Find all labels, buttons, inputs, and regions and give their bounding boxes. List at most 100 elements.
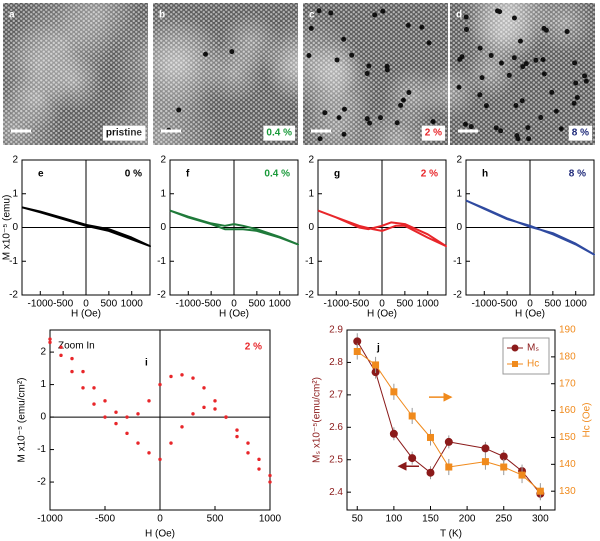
data-line [317,209,447,248]
vacancy [513,103,519,109]
x-axis-label: H (Oe) [219,309,249,320]
y-tick-label: 0 [40,412,46,423]
y-tick-label: -2 [37,477,46,488]
y2-tick-label: 190 [559,325,576,336]
data-point [389,429,398,438]
data-point [158,382,162,387]
x-tick-label: -1000 [323,299,349,310]
x-tick-label: -500 [95,514,115,525]
legend-label: Hc [527,359,539,370]
micrograph: 2 % [261,3,448,176]
data-point [81,369,85,374]
x-tick-label: 0 [527,299,533,310]
y-tick-label: 2.5 [329,454,343,465]
y-axis-label: Mₛ x10⁻⁵(emu/cm²) [312,377,323,463]
y-tick-label: 2 [40,347,46,358]
vacancy [349,52,355,58]
y2-axis-label: Hc (Oe) [582,403,593,438]
x-tick-label: -500 [497,299,517,310]
y-tick-label: 2 [308,155,314,166]
x-tick-label: 500 [101,299,118,310]
vacancy [367,120,373,126]
y-tick-label: 2.4 [329,487,343,498]
plot-frame [346,329,556,511]
y2-tick-label: 160 [559,405,576,416]
panel-label: d [456,10,462,21]
vacancy [229,49,235,55]
data-point [169,441,173,445]
vacancy [558,126,564,132]
data-point [246,441,250,445]
data-point [81,386,85,390]
atom-lattice [450,3,595,145]
image-caption: 8 % [572,128,589,139]
y-tick-label: 1 [308,188,314,199]
legend-box [502,337,550,375]
atom-lattice [303,3,448,145]
y2-tick-label: 140 [559,459,576,470]
vacancy [366,63,372,69]
vacancy [519,98,525,104]
x-tick-label: 50 [352,514,364,525]
data-point [353,347,361,355]
y-tick-label: -2 [453,290,462,301]
y-tick-label: -1 [9,256,18,267]
vacancy [549,89,555,95]
data-point [426,468,435,477]
x-tick-label: 150 [422,514,439,525]
vacancy [477,92,483,98]
data-point [426,433,434,441]
vacancy [525,125,531,131]
panel-label: g [334,169,340,180]
vacancy [394,120,400,126]
data-line [356,341,541,495]
annotation: 0 % [125,169,142,180]
data-point [103,399,107,403]
data-point [191,376,195,380]
data-point [268,480,272,484]
legend-marker [511,344,519,352]
panel-label: e [38,169,44,180]
legend-label: Mₛ [527,343,539,354]
y-tick-label: -2 [305,290,314,301]
y-tick-label: 0 [456,222,462,233]
x-tick-label: -1000 [37,514,63,525]
vacancy [468,124,474,130]
vacancy [498,128,504,134]
x-tick-label: -1000 [27,299,53,310]
vacancy [306,52,312,58]
data-point [136,412,140,416]
x-tick-label: 1000 [121,299,144,310]
data-point [158,457,162,462]
x-tick-label: 0 [157,514,163,525]
vacancy [463,27,469,33]
vacancy [543,27,549,33]
data-point [180,373,184,377]
y2-tick-label: 130 [559,486,576,497]
vacancy [364,70,370,76]
x-tick-label: -500 [349,299,369,310]
y2-tick-label: 150 [559,432,576,443]
data-point [169,374,173,379]
caption-box [263,125,296,141]
data-point [224,415,228,419]
legend-marker [512,361,518,367]
vacancy [341,106,347,112]
vacancy [582,73,588,79]
x-axis-label: H (Oe) [145,529,175,540]
vacancy [457,56,463,62]
vacancy [406,90,412,96]
data-point [268,473,272,478]
vacancy [515,136,521,142]
vacancy [384,67,390,73]
panel-label: j [376,343,380,354]
data-point [125,415,129,419]
data-point [180,425,184,429]
y2-tick-label: 170 [559,378,576,389]
panel-label: c [309,10,315,21]
y-tick-label: 2 [12,155,18,166]
vacancy [583,78,589,84]
data-point [59,353,63,358]
vacancy [564,29,570,35]
vacancy [573,80,579,86]
